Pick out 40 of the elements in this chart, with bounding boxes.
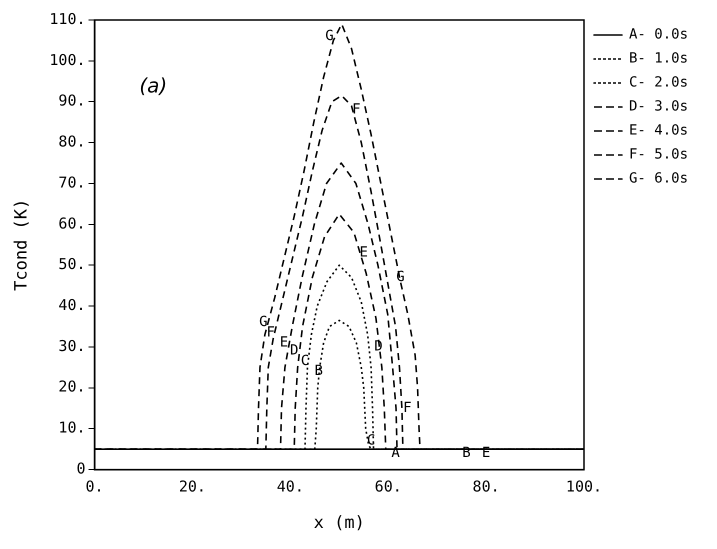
x-tick-label: 100. <box>566 477 602 496</box>
y-tick-label: 100. <box>49 50 86 69</box>
legend-label: A- 0.0s <box>629 26 688 43</box>
legend-label: C- 2.0s <box>629 74 688 91</box>
annotation: F <box>403 400 412 416</box>
legend-label: B- 1.0s <box>629 50 688 67</box>
x-tick-label: 60. <box>374 477 402 496</box>
y-tick-label: 70. <box>58 173 86 192</box>
y-tick-label: 90. <box>58 92 86 110</box>
annotation: E <box>360 244 368 261</box>
x-tick-label: 80. <box>472 477 500 496</box>
x-axis-title: x (m) <box>314 513 365 534</box>
annotation: D <box>290 342 298 359</box>
x-tick-label: 20. <box>178 477 206 496</box>
annotation: B <box>314 363 323 380</box>
legend-label: D- 3.0s <box>629 98 688 115</box>
x-tick-label: 0. <box>85 477 104 496</box>
legend-label: F- 5.0s <box>629 146 688 163</box>
annotation: G <box>259 314 268 330</box>
annotation: D <box>374 338 383 355</box>
y-tick-label: 10. <box>58 418 86 437</box>
legend-label: G- 6.0s <box>629 170 688 187</box>
annotation: C <box>366 432 376 449</box>
annotation: C <box>300 352 310 369</box>
annotation: G <box>325 28 334 44</box>
annotation: F <box>266 324 275 340</box>
annotation: F <box>352 102 361 118</box>
annotation: (a) <box>139 74 168 98</box>
y-axis-title: Tcond (K) <box>12 198 32 291</box>
x-tick-label: 40. <box>276 477 304 496</box>
y-tick-label: 60. <box>58 214 86 232</box>
y-tick-label: 50. <box>58 255 86 274</box>
y-tick-label: 20. <box>58 378 86 396</box>
legend-label: E- 4.0s <box>629 122 688 139</box>
y-tick-label: 0 <box>76 459 86 478</box>
y-tick-label: 40. <box>58 296 86 314</box>
annotation: E <box>280 334 288 351</box>
y-tick-label: 30. <box>58 336 86 355</box>
y-tick-label: 80. <box>58 132 86 151</box>
y-tick-label: 110. <box>49 10 86 28</box>
